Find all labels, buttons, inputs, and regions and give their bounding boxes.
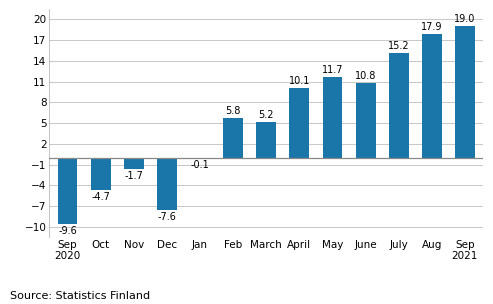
Text: -9.6: -9.6: [58, 226, 77, 236]
Bar: [58, 158, 77, 224]
Bar: [355, 83, 376, 158]
Bar: [322, 77, 343, 158]
Text: -7.6: -7.6: [157, 212, 176, 222]
Text: 10.8: 10.8: [355, 71, 376, 81]
Text: 17.9: 17.9: [421, 22, 443, 32]
Text: 19.0: 19.0: [454, 14, 476, 24]
Text: -4.7: -4.7: [91, 192, 110, 202]
Bar: [389, 53, 409, 158]
Bar: [256, 122, 276, 158]
Text: 5.8: 5.8: [225, 105, 241, 116]
Bar: [455, 26, 475, 158]
Bar: [422, 34, 442, 158]
Text: 5.2: 5.2: [258, 110, 274, 120]
Text: 10.1: 10.1: [288, 76, 310, 86]
Text: -1.7: -1.7: [124, 171, 143, 181]
Bar: [91, 158, 110, 190]
Text: Source: Statistics Finland: Source: Statistics Finland: [10, 291, 150, 301]
Text: 11.7: 11.7: [322, 65, 343, 75]
Text: -0.1: -0.1: [191, 161, 210, 171]
Bar: [124, 158, 143, 169]
Bar: [289, 88, 309, 158]
Bar: [157, 158, 177, 210]
Text: 15.2: 15.2: [388, 40, 410, 50]
Bar: [223, 118, 243, 158]
